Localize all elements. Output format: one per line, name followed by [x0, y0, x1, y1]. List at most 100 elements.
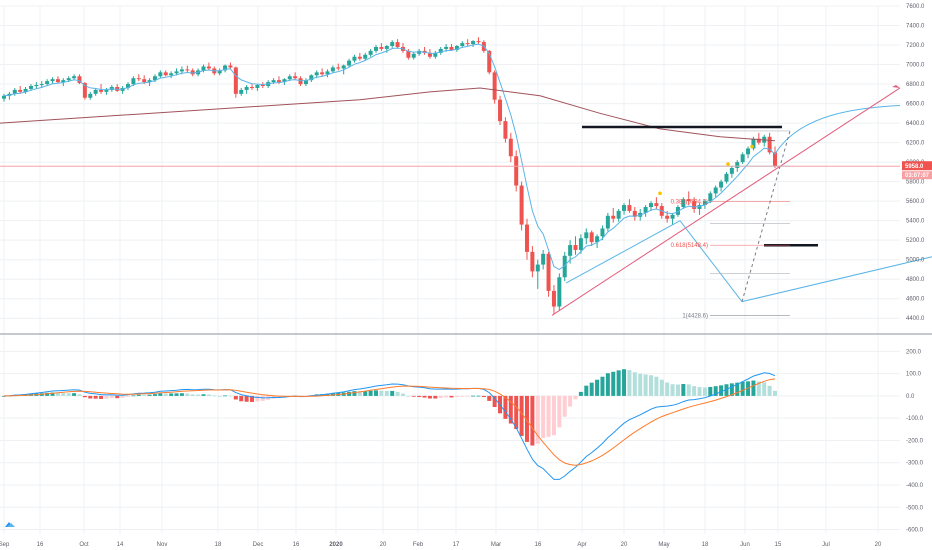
time-tick-label: 18 — [215, 542, 222, 548]
candle-body — [99, 89, 104, 92]
histogram-bar — [595, 379, 600, 396]
histogram-bar — [622, 369, 627, 396]
candle-body — [239, 89, 244, 94]
histogram-bar — [120, 395, 125, 398]
macd-pane[interactable] — [2, 369, 777, 480]
histogram-bar — [212, 395, 217, 397]
macd-tick-label: -500.0 — [906, 505, 924, 511]
candle-body — [611, 215, 616, 219]
candle-body — [39, 84, 44, 86]
histogram-bar — [427, 395, 432, 399]
histogram-bar — [131, 395, 136, 397]
price-tick-label: 4400.0 — [906, 316, 925, 322]
histogram-bar — [93, 395, 98, 399]
candle-body — [336, 67, 341, 69]
histogram-bar — [330, 392, 335, 396]
price-axis[interactable]: 7600.0 7400.0 7200.0 7000.0 6800.0 6600.0 6400… — [902, 4, 932, 322]
candle-body — [417, 50, 422, 54]
histogram-bar — [686, 384, 691, 396]
candle-body — [61, 80, 66, 83]
histogram-bar — [406, 395, 411, 397]
candle-body — [746, 148, 751, 155]
signal-marker — [726, 162, 730, 166]
time-tick-label: 20 — [875, 542, 882, 548]
histogram-bar — [395, 392, 400, 396]
histogram-bar — [223, 395, 228, 397]
histogram-bar — [390, 390, 395, 396]
time-tick-label: Nov — [157, 542, 168, 548]
time-tick-label: 20 — [380, 542, 387, 548]
macd-tick-label: -300.0 — [906, 461, 924, 467]
candle-body — [357, 56, 362, 59]
macd-axis[interactable]: 200.0 100.0 0.0 -100.0 -200.0 -300.0 -400.0 -50… — [906, 349, 924, 533]
fast-ma-extension — [774, 105, 901, 155]
signal-marker — [658, 191, 662, 196]
histogram-bar — [104, 395, 109, 399]
last-price-tag — [902, 161, 932, 171]
candle-body — [632, 210, 637, 217]
price-pane[interactable]: 0.382(5594.9) 0.618(5148.4) 1(4428.6) — [0, 37, 932, 319]
price-tick-label: 6400.0 — [906, 121, 925, 127]
candle-body — [28, 86, 33, 89]
candle-body — [93, 89, 98, 94]
candle-body — [605, 215, 610, 229]
candle-body — [88, 93, 93, 98]
candle-body — [449, 46, 454, 50]
histogram-bar — [449, 395, 454, 398]
candle-body — [670, 214, 675, 219]
candle-body — [379, 46, 384, 49]
histogram-bar — [169, 393, 174, 396]
candle-body — [498, 99, 503, 122]
histogram-bar — [584, 385, 589, 396]
candle-body — [427, 52, 432, 57]
histogram-bar — [250, 395, 255, 402]
candle-body — [276, 80, 281, 83]
price-tick-label: 4800.0 — [906, 277, 925, 283]
candle-body — [325, 71, 330, 75]
projection-leg — [679, 220, 743, 302]
histogram-bar — [465, 395, 470, 397]
candle-body — [535, 264, 540, 272]
histogram-bar — [66, 393, 71, 396]
histogram-bar — [61, 393, 66, 396]
candle-body — [471, 41, 476, 45]
candle-body — [50, 79, 55, 82]
histogram-bar — [519, 395, 524, 437]
candle-body — [433, 52, 438, 57]
histogram-bar — [600, 376, 605, 396]
histogram-bar — [217, 395, 222, 397]
histogram-bar — [487, 395, 492, 401]
histogram-bar — [444, 395, 449, 398]
time-axis[interactable]: Sep 16 Oct 14 Nov 18 Dec 16 2020 20 Feb 17 Mar 16 Apr 2… — [0, 542, 882, 548]
histogram-bar — [260, 395, 265, 401]
histogram-bar — [233, 395, 238, 400]
candle-body — [702, 201, 707, 206]
candle-body — [724, 173, 729, 182]
time-tick-label: Jun — [740, 542, 750, 548]
macd-tick-label: 200.0 — [906, 349, 922, 355]
candle-body — [595, 236, 600, 243]
time-tick-label: 17 — [453, 542, 460, 548]
candle-body — [179, 69, 184, 72]
histogram-bar — [697, 387, 702, 396]
histogram-bar — [228, 395, 233, 397]
candle-body — [303, 80, 308, 85]
macd-tick-label: 100.0 — [906, 372, 922, 378]
histogram-bar — [50, 392, 55, 396]
price-tick-label: 7400.0 — [906, 24, 925, 30]
histogram-bar — [454, 395, 459, 397]
candle-body — [406, 50, 411, 58]
candle-body — [34, 85, 39, 87]
candle-body — [72, 76, 77, 79]
time-tick-label: Dec — [253, 542, 264, 548]
candle-body — [697, 205, 702, 209]
candle-body — [250, 86, 255, 88]
histogram-bar — [638, 373, 643, 396]
histogram-bar — [190, 394, 195, 396]
histogram-bar — [109, 395, 114, 399]
candle-body — [163, 72, 168, 76]
tradingview-logo[interactable] — [5, 522, 15, 527]
candle-body — [282, 79, 287, 83]
candle-body — [174, 71, 179, 74]
